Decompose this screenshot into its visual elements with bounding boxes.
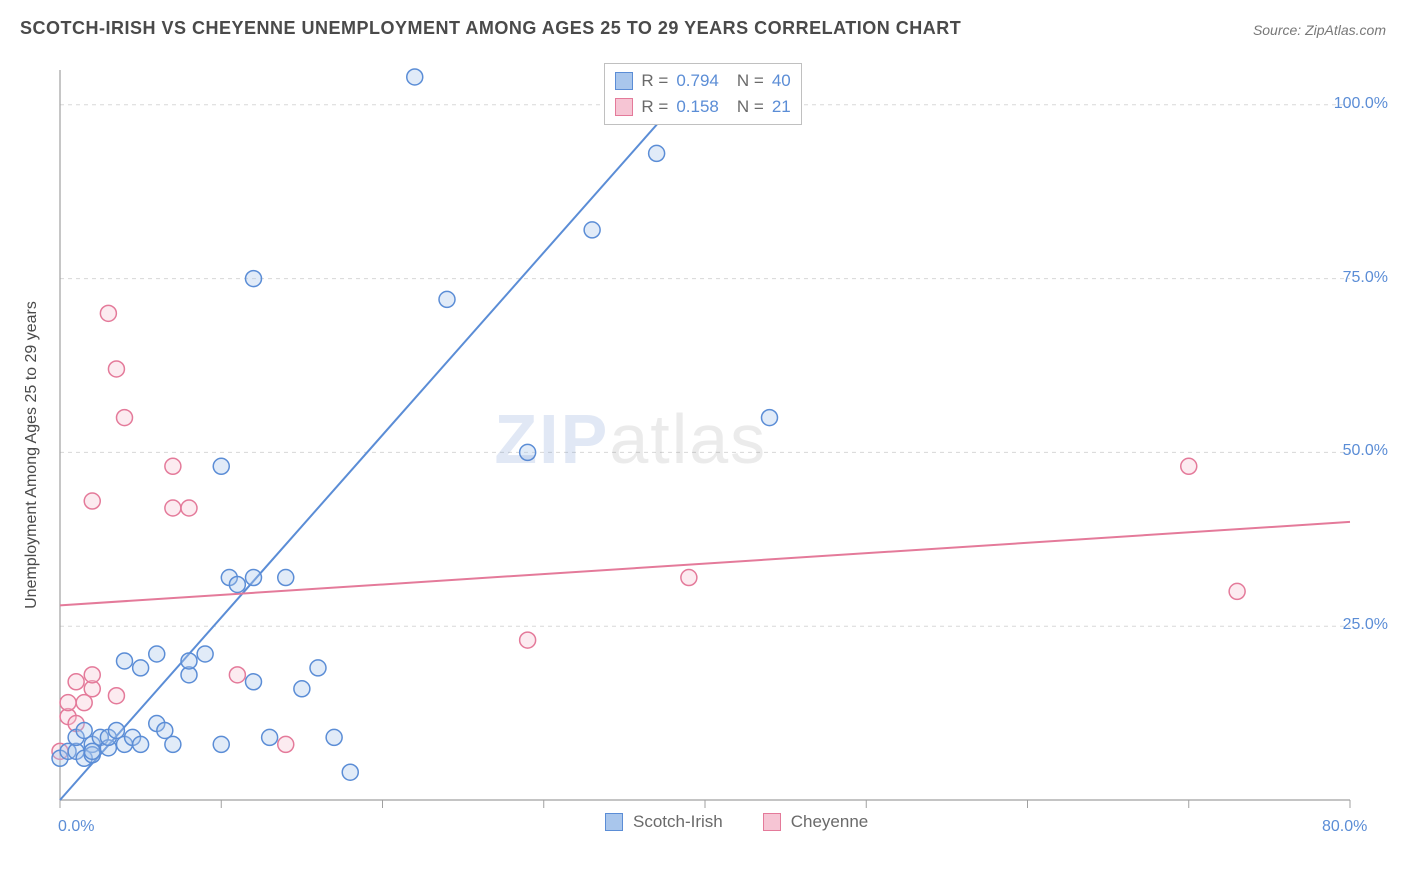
swatch-scotch-irish	[615, 72, 633, 90]
correlation-row-scotch-irish: R = 0.794 N = 40	[615, 68, 790, 94]
r-label-ch: R =	[641, 97, 668, 117]
x-tick-label: 80.0%	[1322, 818, 1367, 836]
legend-label-cheyenne: Cheyenne	[791, 812, 869, 832]
r-label-si: R =	[641, 71, 668, 91]
legend-swatch-cheyenne	[763, 813, 781, 831]
n-value-ch: 21	[772, 97, 791, 117]
swatch-cheyenne	[615, 98, 633, 116]
y-tick-label: 25.0%	[1343, 616, 1388, 634]
y-axis-label: Unemployment Among Ages 25 to 29 years	[23, 301, 41, 609]
y-tick-label: 100.0%	[1334, 95, 1388, 113]
correlation-row-cheyenne: R = 0.158 N = 21	[615, 94, 790, 120]
n-value-si: 40	[772, 71, 791, 91]
series-legend: Scotch-Irish Cheyenne	[605, 812, 868, 832]
y-tick-label: 75.0%	[1343, 269, 1388, 287]
correlation-legend-box: R = 0.794 N = 40 R = 0.158 N = 21	[604, 63, 801, 125]
legend-label-scotch-irish: Scotch-Irish	[633, 812, 723, 832]
n-label-si: N =	[737, 71, 764, 91]
x-tick-label: 0.0%	[58, 818, 94, 836]
chart-area: Unemployment Among Ages 25 to 29 years 2…	[50, 60, 1370, 850]
legend-item-scotch-irish: Scotch-Irish	[605, 812, 723, 832]
legend-swatch-scotch-irish	[605, 813, 623, 831]
y-tick-label: 50.0%	[1343, 442, 1388, 460]
legend-item-cheyenne: Cheyenne	[763, 812, 869, 832]
r-value-ch: 0.158	[676, 97, 719, 117]
r-value-si: 0.794	[676, 71, 719, 91]
source-label: Source: ZipAtlas.com	[1253, 22, 1386, 38]
n-label-ch: N =	[737, 97, 764, 117]
chart-title: SCOTCH-IRISH VS CHEYENNE UNEMPLOYMENT AM…	[20, 18, 961, 39]
scatter-plot	[50, 60, 1370, 850]
